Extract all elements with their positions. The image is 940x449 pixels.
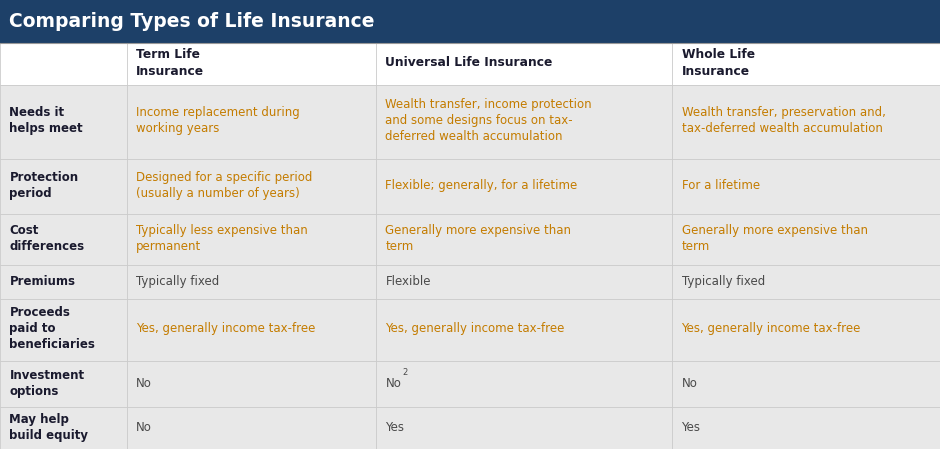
- Bar: [127, 299, 376, 361]
- Bar: [127, 407, 376, 449]
- Bar: [672, 361, 940, 407]
- Bar: [127, 215, 376, 264]
- Bar: [672, 43, 940, 85]
- Text: Yes: Yes: [385, 421, 404, 434]
- Bar: [672, 264, 940, 299]
- Bar: [127, 159, 376, 215]
- Text: Designed for a specific period
(usually a number of years): Designed for a specific period (usually …: [136, 171, 313, 200]
- Text: Yes, generally income tax-free: Yes, generally income tax-free: [136, 322, 316, 335]
- Bar: [0, 0, 940, 43]
- Bar: [376, 43, 672, 85]
- Bar: [376, 407, 672, 449]
- Bar: [127, 361, 376, 407]
- Text: Generally more expensive than
term: Generally more expensive than term: [682, 224, 868, 253]
- Text: Premiums: Premiums: [9, 275, 75, 288]
- Text: Needs it
helps meet: Needs it helps meet: [9, 106, 83, 135]
- Text: Term Life
Insurance: Term Life Insurance: [136, 48, 204, 78]
- Bar: [376, 264, 672, 299]
- Bar: [0, 407, 127, 449]
- Bar: [376, 215, 672, 264]
- Bar: [0, 361, 127, 407]
- Text: No: No: [136, 421, 152, 434]
- Bar: [0, 264, 127, 299]
- Bar: [672, 299, 940, 361]
- Text: Income replacement during
working years: Income replacement during working years: [136, 106, 300, 135]
- Text: Whole Life
Insurance: Whole Life Insurance: [682, 48, 755, 78]
- Text: Investment
options: Investment options: [9, 369, 85, 397]
- Bar: [0, 43, 127, 85]
- Text: Typically fixed: Typically fixed: [682, 275, 765, 288]
- Text: Yes, generally income tax-free: Yes, generally income tax-free: [682, 322, 861, 335]
- Text: Protection
period: Protection period: [9, 171, 79, 200]
- Bar: [0, 159, 127, 215]
- Text: Yes: Yes: [682, 421, 700, 434]
- Bar: [376, 299, 672, 361]
- Text: Proceeds
paid to
beneficiaries: Proceeds paid to beneficiaries: [9, 307, 95, 352]
- Text: For a lifetime: For a lifetime: [682, 179, 760, 192]
- Text: Wealth transfer, preservation and,
tax-deferred wealth accumulation: Wealth transfer, preservation and, tax-d…: [682, 106, 885, 135]
- Bar: [672, 215, 940, 264]
- Text: Universal Life Insurance: Universal Life Insurance: [385, 57, 553, 70]
- Text: Flexible; generally, for a lifetime: Flexible; generally, for a lifetime: [385, 179, 578, 192]
- Text: No: No: [385, 377, 401, 390]
- Text: Generally more expensive than
term: Generally more expensive than term: [385, 224, 572, 253]
- Text: Typically less expensive than
permanent: Typically less expensive than permanent: [136, 224, 308, 253]
- Text: May help
build equity: May help build equity: [9, 413, 88, 442]
- Bar: [376, 159, 672, 215]
- Text: No: No: [682, 377, 697, 390]
- Bar: [376, 85, 672, 159]
- Text: Wealth transfer, income protection
and some designs focus on tax-
deferred wealt: Wealth transfer, income protection and s…: [385, 98, 592, 143]
- Bar: [0, 85, 127, 159]
- Bar: [376, 361, 672, 407]
- Text: Typically fixed: Typically fixed: [136, 275, 220, 288]
- Bar: [127, 85, 376, 159]
- Bar: [0, 215, 127, 264]
- Text: No: No: [136, 377, 152, 390]
- Bar: [127, 43, 376, 85]
- Bar: [672, 85, 940, 159]
- Text: Yes, generally income tax-free: Yes, generally income tax-free: [385, 322, 565, 335]
- Text: Cost
differences: Cost differences: [9, 224, 85, 253]
- Bar: [672, 407, 940, 449]
- Text: 2: 2: [402, 368, 408, 377]
- Text: Comparing Types of Life Insurance: Comparing Types of Life Insurance: [9, 12, 375, 31]
- Bar: [127, 264, 376, 299]
- Bar: [0, 299, 127, 361]
- Text: Flexible: Flexible: [385, 275, 431, 288]
- Bar: [672, 159, 940, 215]
